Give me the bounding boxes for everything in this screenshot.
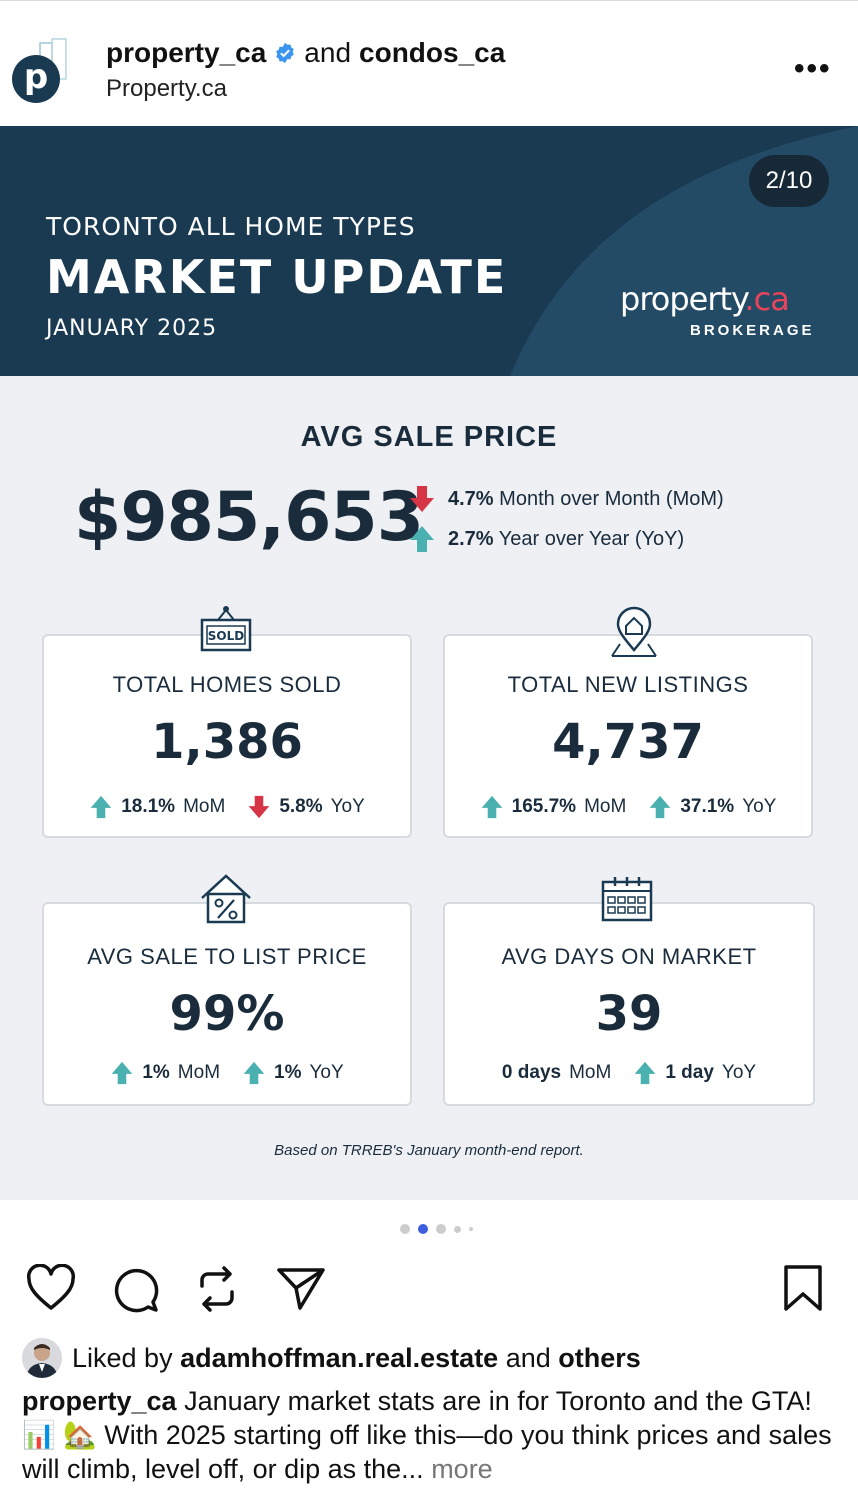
card-changes: 1% MoM 1% YoY bbox=[44, 1060, 410, 1086]
share-icon[interactable] bbox=[276, 1264, 326, 1312]
brand-logo: property.ca bbox=[620, 280, 790, 318]
arrow-up-icon bbox=[112, 1061, 133, 1085]
avg-sale-mom-label: Month over Month (MoM) bbox=[499, 487, 724, 510]
mom-label: MoM bbox=[569, 1062, 612, 1083]
source-note: Based on TRREB's January month-end repor… bbox=[274, 1142, 584, 1159]
banner-title: MARKET UPDATE bbox=[46, 250, 508, 304]
card-value: 4,737 bbox=[552, 714, 704, 770]
map-pin-house-icon bbox=[611, 606, 657, 657]
card-title: AVG DAYS ON MARKET bbox=[501, 944, 757, 969]
connector-text: and bbox=[304, 37, 352, 68]
card-title: AVG SALE TO LIST PRICE bbox=[87, 944, 367, 969]
arrow-up-icon bbox=[243, 1061, 265, 1085]
avg-sale-yoy-label: Year over Year (YoY) bbox=[498, 527, 685, 550]
carousel-indicator bbox=[400, 1224, 473, 1234]
bookmark-icon[interactable] bbox=[782, 1264, 824, 1312]
liked-and: and bbox=[505, 1342, 551, 1373]
avg-sale-yoy-value: 2.7% bbox=[448, 527, 494, 550]
arrow-up-icon bbox=[90, 795, 112, 819]
card-total-homes-sold: TOTAL HOMES SOLD 1,386 18.1% MoM 5.8% YoY bbox=[42, 634, 412, 838]
repost-icon[interactable] bbox=[194, 1264, 240, 1314]
person-icon bbox=[22, 1338, 62, 1378]
house-percent-icon bbox=[201, 874, 251, 924]
arrow-up-icon bbox=[481, 795, 502, 819]
market-update-banner: 2/10 TORONTO ALL HOME TYPES MARKET UPDAT… bbox=[0, 126, 858, 376]
liked-user[interactable]: adamhoffman.real.estate bbox=[180, 1342, 499, 1373]
carousel-dot bbox=[436, 1224, 446, 1234]
card-value: 99% bbox=[169, 986, 285, 1042]
yoy-value: 5.8% bbox=[279, 796, 323, 817]
brokerage-label: BROKERAGE bbox=[690, 322, 815, 339]
card-title: TOTAL NEW LISTINGS bbox=[507, 672, 749, 697]
carousel-dot bbox=[400, 1224, 410, 1234]
yoy-label: YoY bbox=[330, 796, 365, 817]
avg-sale-yoy: 2.7% Year over Year (YoY) bbox=[408, 524, 684, 554]
arrow-down-icon bbox=[249, 795, 270, 819]
liker-avatar[interactable] bbox=[22, 1338, 62, 1378]
yoy-label: YoY bbox=[309, 1062, 344, 1083]
arrow-up-icon bbox=[410, 526, 434, 552]
card-value: 1,386 bbox=[151, 714, 303, 770]
account-logo: p bbox=[12, 55, 60, 103]
card-avg-sale-to-list: AVG SALE TO LIST PRICE 99% 1% MoM 1% YoY bbox=[42, 902, 412, 1106]
comment-icon[interactable] bbox=[110, 1264, 160, 1314]
calendar-icon bbox=[601, 877, 653, 922]
carousel-dot bbox=[454, 1225, 461, 1233]
card-changes: 0 days MoM 1 day YoY bbox=[445, 1060, 813, 1086]
card-changes: 18.1% MoM 5.8% YoY bbox=[44, 794, 410, 820]
banner-subtitle: TORONTO ALL HOME TYPES bbox=[46, 212, 416, 241]
heart-icon[interactable] bbox=[26, 1264, 76, 1312]
avg-sale-price: $985,653 bbox=[74, 478, 424, 557]
yoy-label: YoY bbox=[721, 1062, 757, 1083]
infographic-body: AVG SALE PRICE $985,653 4.7% Month over … bbox=[0, 376, 858, 1200]
mom-value: 18.1% bbox=[121, 796, 176, 817]
card-changes: 165.7% MoM 37.1% YoY bbox=[445, 794, 811, 820]
brand-logo-suffix: .ca bbox=[744, 280, 789, 318]
avg-sale-mom: 4.7% Month over Month (MoM) bbox=[408, 484, 724, 514]
avg-sale-mom-value: 4.7% bbox=[448, 487, 494, 510]
caption-user[interactable]: property_ca bbox=[22, 1386, 177, 1416]
slide-counter: 2/10 bbox=[749, 155, 829, 207]
brand-logo-main: property bbox=[620, 280, 745, 318]
verified-badge-icon bbox=[276, 42, 295, 64]
yoy-value: 1 day bbox=[665, 1062, 714, 1083]
account-name[interactable]: property_ca bbox=[106, 37, 267, 68]
account-names: property_ca and condos_ca bbox=[106, 37, 505, 69]
sold-sign-text: SOLD bbox=[208, 629, 244, 643]
caption-text: January market stats are in for Toronto … bbox=[22, 1386, 832, 1484]
account-avatar[interactable]: p bbox=[12, 38, 72, 103]
banner-date: JANUARY 2025 bbox=[46, 316, 218, 341]
mom-label: MoM bbox=[183, 796, 226, 817]
mom-label: MoM bbox=[177, 1062, 221, 1083]
mom-label: MoM bbox=[584, 796, 627, 817]
card-value: 39 bbox=[595, 986, 663, 1042]
caption-more-link[interactable]: more bbox=[431, 1454, 493, 1484]
card-title: TOTAL HOMES SOLD bbox=[112, 672, 342, 697]
liked-others[interactable]: others bbox=[558, 1342, 641, 1373]
avg-sale-title: AVG SALE PRICE bbox=[300, 421, 558, 453]
card-avg-days-on-market: AVG DAYS ON MARKET 39 0 days MoM 1 day YoY bbox=[443, 902, 815, 1106]
sold-sign-icon: SOLD bbox=[200, 606, 252, 652]
mom-value: 0 days bbox=[501, 1062, 562, 1083]
arrow-up-icon bbox=[635, 1061, 656, 1085]
liked-prefix: Liked by bbox=[72, 1342, 173, 1373]
post-caption: property_ca January market stats are in … bbox=[22, 1384, 842, 1486]
collab-account-name[interactable]: condos_ca bbox=[359, 37, 506, 68]
yoy-value: 37.1% bbox=[680, 796, 735, 817]
arrow-down-icon bbox=[410, 486, 434, 512]
more-options-button[interactable]: ••• bbox=[794, 52, 832, 85]
mom-value: 165.7% bbox=[511, 796, 577, 817]
arrow-up-icon bbox=[650, 795, 671, 819]
mom-value: 1% bbox=[142, 1062, 170, 1083]
yoy-label: YoY bbox=[742, 796, 777, 817]
account-subtitle[interactable]: Property.ca bbox=[106, 75, 227, 102]
card-total-new-listings: TOTAL NEW LISTINGS 4,737 165.7% MoM 37.1%… bbox=[443, 634, 813, 838]
carousel-dot bbox=[469, 1227, 473, 1231]
yoy-value: 1% bbox=[274, 1062, 302, 1083]
liked-by[interactable]: Liked by adamhoffman.real.estate and oth… bbox=[22, 1338, 641, 1378]
carousel-dot-active bbox=[418, 1224, 428, 1234]
post-header: p property_ca and condos_ca Property.ca … bbox=[0, 0, 858, 126]
